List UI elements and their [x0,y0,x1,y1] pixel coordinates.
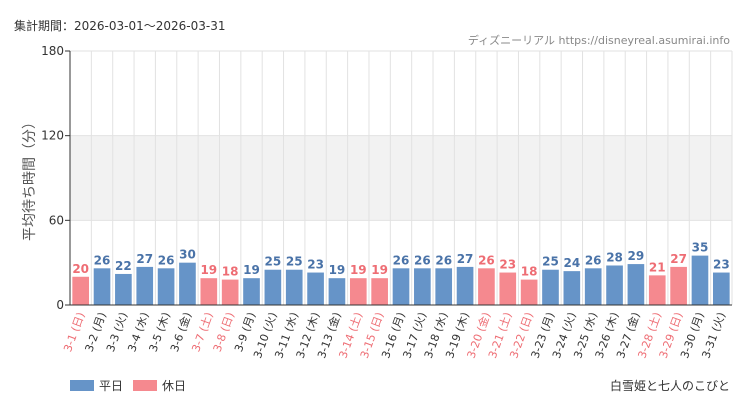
bar-value-label: 26 [393,253,410,267]
bar [221,279,239,305]
bar-value-label: 26 [478,253,495,267]
bar-value-label: 19 [350,263,367,277]
y-tick-label: 0 [56,298,64,312]
bar [563,271,581,305]
bar-value-label: 35 [692,241,709,255]
legend-label-holiday: 休日 [162,379,186,393]
bar-value-label: 25 [286,255,303,269]
attraction-name: 白雪姫と七人のこびと [610,378,730,393]
bar-value-label: 23 [307,258,324,272]
y-axis-ticks: 0 60 120 180 [41,44,70,312]
bar [691,255,709,305]
bar [584,268,602,305]
bar-value-label: 27 [136,252,153,266]
bar-value-label: 18 [521,265,538,279]
bar [307,272,324,305]
bar-value-label: 23 [713,258,730,272]
bar [243,278,260,305]
bar [606,265,623,305]
bar [435,268,453,305]
bar [520,279,538,305]
bar [371,278,388,305]
bar-value-label: 18 [222,265,239,279]
source-label: ディズニーリアル https://disneyreal.asumirai.inf… [468,33,730,47]
bar-value-label: 26 [435,253,452,267]
legend: 平日 休日 [70,379,186,393]
y-tick-label: 180 [41,44,64,58]
bar-value-label: 26 [158,253,175,267]
bar [157,268,175,305]
legend-swatch-weekday [70,380,94,391]
bar-value-label: 27 [457,252,474,266]
bar-value-label: 19 [200,263,217,277]
bar [627,264,645,305]
bar [200,278,218,305]
bar [179,262,196,305]
x-axis-tick-labels: 3-1 (日)3-2 (月)3-3 (火)3-4 (水)3-5 (木)3-6 (… [61,310,728,360]
bar [264,269,282,305]
bar-value-label: 26 [94,253,111,267]
bar-value-label: 19 [371,263,388,277]
plot-band [70,135,732,221]
plot-background [70,135,732,221]
bar-value-label: 19 [329,263,346,277]
bar-value-label: 19 [243,263,260,277]
bar-value-label: 30 [179,248,196,262]
period-label: 集計期間：2026-03-01～2026-03-31 [14,18,225,33]
bar [414,268,431,305]
bar [349,278,367,305]
y-tick-label: 60 [49,213,64,227]
grid-lines [69,50,733,306]
bar-value-label: 26 [585,253,602,267]
legend-label-weekday: 平日 [99,379,123,393]
bar-value-label: 28 [606,250,623,264]
bar [712,272,730,305]
bar [136,266,154,305]
bar [456,266,474,305]
bar-value-label: 23 [499,258,516,272]
bar [392,268,410,305]
bar [328,278,346,305]
bar-value-label: 25 [542,255,559,269]
bar [72,276,90,305]
bar [499,272,517,305]
bar [478,268,495,305]
bar [542,269,559,305]
bar [285,269,303,305]
y-tick-label: 120 [41,129,64,143]
bar [648,275,666,305]
bar-value-label: 27 [670,252,687,266]
bar-value-label: 20 [72,262,89,276]
bar-value-label: 26 [414,253,431,267]
bar [115,273,132,305]
bar [670,266,687,305]
bar-value-label: 21 [649,260,666,274]
axes [69,51,732,306]
bars [72,255,730,305]
bar-value-label: 24 [563,256,580,270]
bar-value-label: 29 [628,249,645,263]
bar-value-label: 25 [265,255,282,269]
bar [93,268,111,305]
bar-value-label: 22 [115,259,132,273]
y-axis-label: 平均待ち時間（分） [22,115,38,241]
legend-swatch-holiday [133,380,157,391]
bar-value-labels: 20 26 22 27 26 30 19 18 19 25 25 23 19 19 19 26 26 26 27 26… [72,241,729,279]
